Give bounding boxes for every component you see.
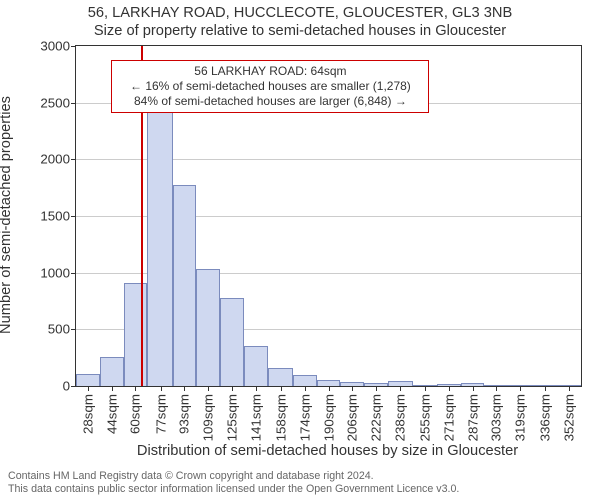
x-tick-mark (569, 386, 570, 391)
x-tick-mark (449, 386, 450, 391)
x-tick-label: 336sqm (538, 394, 553, 441)
annotation-line: 84% of semi-detached houses are larger (… (118, 94, 422, 109)
footer-line-1: Contains HM Land Registry data © Crown c… (8, 470, 459, 483)
y-tick-label: 2000 (40, 152, 76, 167)
x-tick-label: 271sqm (441, 394, 456, 441)
x-tick-label: 158sqm (273, 394, 288, 441)
x-tick-mark (329, 386, 330, 391)
x-tick-label: 109sqm (201, 394, 216, 441)
x-tick-label: 222sqm (369, 394, 384, 441)
histogram-bar (293, 375, 317, 386)
x-axis-label: Distribution of semi-detached houses by … (137, 443, 518, 459)
histogram-bar (76, 374, 100, 386)
histogram-bar (100, 357, 124, 386)
annotation-line: ← 16% of semi-detached houses are smalle… (118, 79, 422, 94)
plot-area: 05001000150020002500300028sqm44sqm60sqm7… (75, 45, 582, 387)
y-tick-label: 0 (63, 379, 76, 394)
footer: Contains HM Land Registry data © Crown c… (8, 470, 459, 496)
x-tick-label: 352sqm (562, 394, 577, 441)
x-tick-label: 141sqm (248, 394, 263, 441)
histogram-bar (173, 185, 197, 386)
x-tick-label: 44sqm (104, 394, 119, 434)
x-tick-mark (161, 386, 162, 391)
y-tick-label: 1500 (40, 209, 76, 224)
annotation-box: 56 LARKHAY ROAD: 64sqm← 16% of semi-deta… (111, 60, 429, 113)
histogram-bar (196, 269, 220, 386)
y-axis-label: Number of semi-detached properties (0, 96, 14, 334)
x-tick-mark (496, 386, 497, 391)
x-tick-label: 238sqm (392, 394, 407, 441)
title-line-2: Size of property relative to semi-detach… (0, 22, 600, 40)
x-tick-mark (208, 386, 209, 391)
x-tick-label: 174sqm (297, 394, 312, 441)
y-tick-label: 1000 (40, 265, 76, 280)
x-tick-mark (281, 386, 282, 391)
histogram-bar (244, 346, 268, 386)
chart-title: 56, LARKHAY ROAD, HUCCLECOTE, GLOUCESTER… (0, 4, 600, 41)
x-tick-label: 303sqm (489, 394, 504, 441)
x-tick-label: 93sqm (177, 394, 192, 434)
x-tick-mark (256, 386, 257, 391)
x-tick-label: 125sqm (224, 394, 239, 441)
x-tick-mark (545, 386, 546, 391)
footer-line-2: This data contains public sector informa… (8, 483, 459, 496)
x-tick-label: 190sqm (321, 394, 336, 441)
y-tick-label: 500 (48, 322, 76, 337)
x-tick-label: 60sqm (128, 394, 143, 434)
x-tick-mark (232, 386, 233, 391)
x-tick-label: 77sqm (153, 394, 168, 434)
histogram-bar (268, 368, 293, 386)
x-tick-label: 255sqm (418, 394, 433, 441)
title-line-1: 56, LARKHAY ROAD, HUCCLECOTE, GLOUCESTER… (0, 4, 600, 22)
x-tick-mark (352, 386, 353, 391)
y-tick-label: 2500 (40, 95, 76, 110)
x-tick-mark (425, 386, 426, 391)
annotation-line: 56 LARKHAY ROAD: 64sqm (118, 64, 422, 79)
x-tick-mark (305, 386, 306, 391)
x-tick-mark (88, 386, 89, 391)
chart-container: 56, LARKHAY ROAD, HUCCLECOTE, GLOUCESTER… (0, 0, 600, 500)
y-tick-label: 3000 (40, 39, 76, 54)
x-tick-label: 206sqm (345, 394, 360, 441)
x-tick-mark (473, 386, 474, 391)
x-tick-mark (376, 386, 377, 391)
x-tick-mark (400, 386, 401, 391)
x-tick-mark (184, 386, 185, 391)
x-tick-label: 287sqm (465, 394, 480, 441)
histogram-bar (220, 298, 244, 386)
histogram-bar (124, 283, 148, 386)
x-tick-mark (520, 386, 521, 391)
x-tick-label: 28sqm (80, 394, 95, 434)
x-tick-label: 319sqm (513, 394, 528, 441)
histogram-bar (147, 103, 172, 386)
x-tick-mark (112, 386, 113, 391)
x-tick-mark (135, 386, 136, 391)
